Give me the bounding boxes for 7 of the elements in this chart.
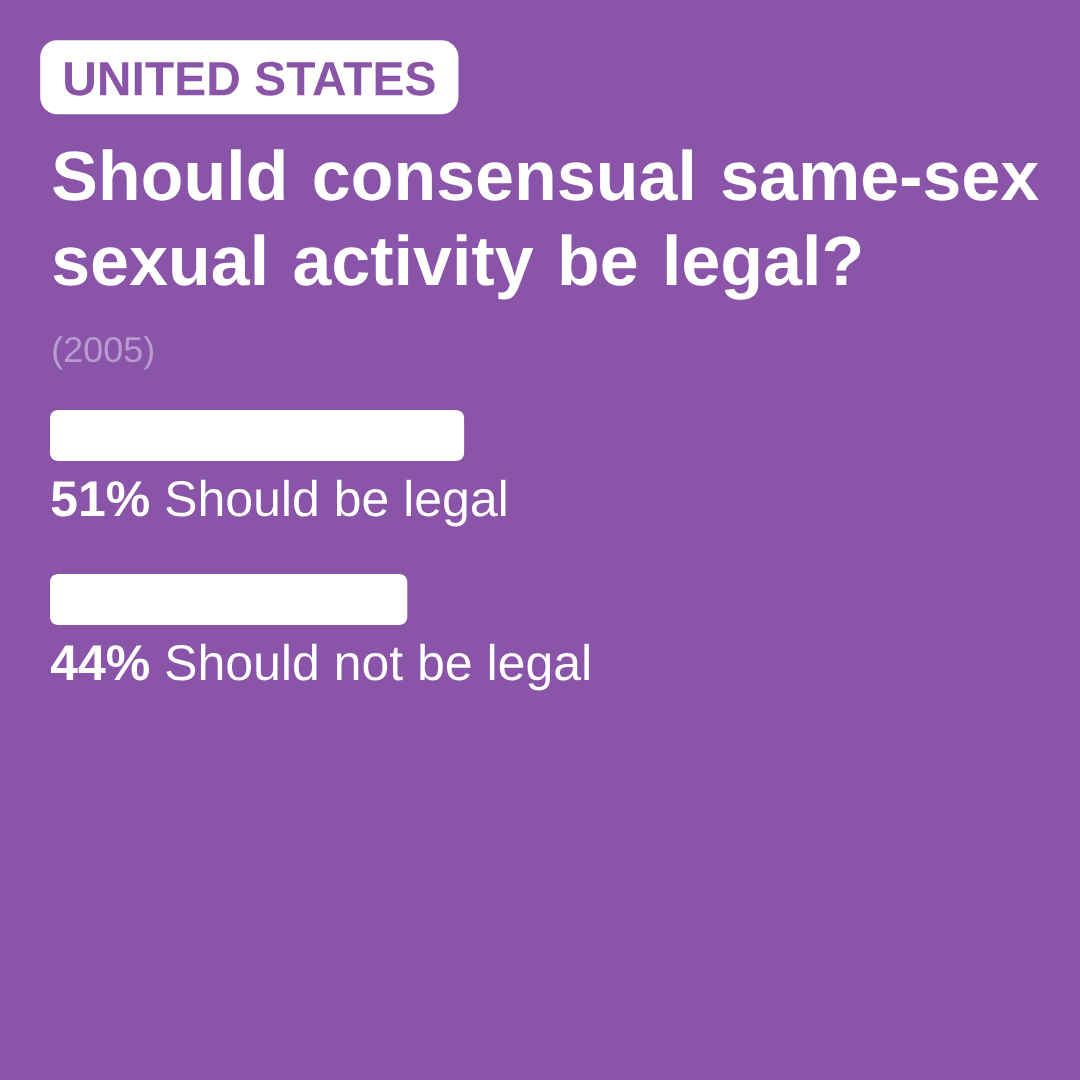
chart-title: Should consensual same-sex sexual activity be legal?: [53, 149, 1039, 300]
data-label: 44%: [50, 645, 149, 681]
y-tick-label: Should be legal: [166, 479, 506, 527]
y-tick-label: Should not be legal: [166, 643, 589, 691]
text: UNITED STATES: [65, 61, 435, 96]
text: (2005): [53, 335, 154, 370]
data-label: 51%: [51, 481, 149, 517]
